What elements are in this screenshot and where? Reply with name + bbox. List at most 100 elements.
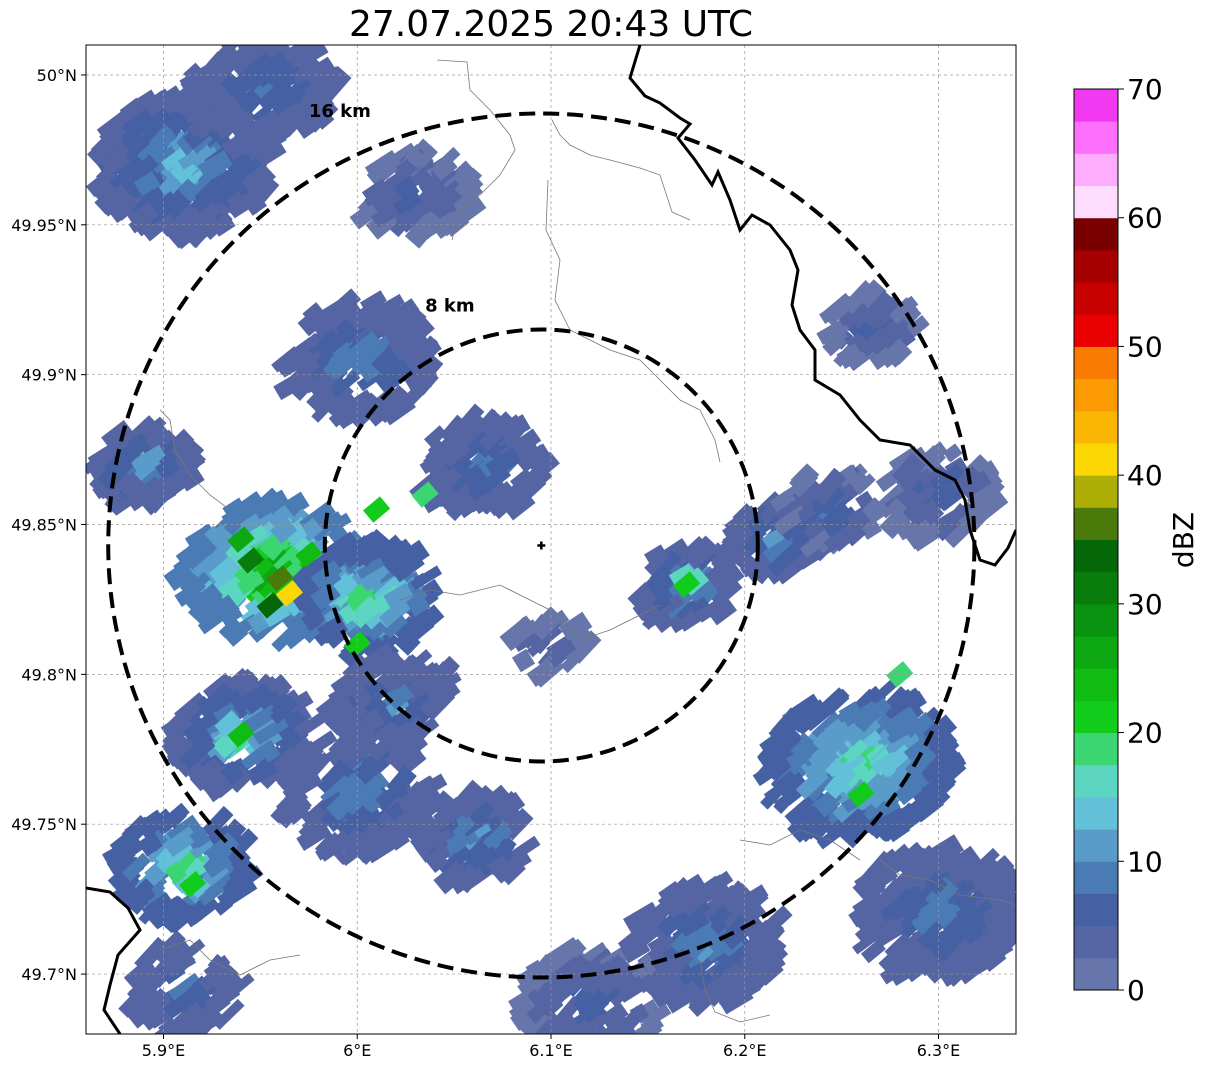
radar-echo-cell bbox=[164, 992, 196, 1020]
range-ring-label: 16 km bbox=[309, 101, 371, 122]
radar-echo-cell bbox=[378, 596, 413, 628]
radar-echo-cell bbox=[201, 805, 234, 839]
radar-echo-cell bbox=[204, 97, 242, 126]
radar-echo-cell bbox=[429, 790, 456, 817]
radar-echo-cell bbox=[823, 524, 855, 553]
radar-echo-cell bbox=[190, 214, 221, 243]
radar-echo-cell bbox=[177, 142, 213, 170]
radar-echo-cell bbox=[385, 720, 418, 752]
radar-echo-cell bbox=[935, 484, 961, 512]
radar-echo-cell bbox=[511, 648, 536, 673]
colorbar-swatch bbox=[1074, 89, 1118, 122]
radar-echo-cell bbox=[842, 522, 867, 547]
radar-echo-cell bbox=[305, 608, 326, 629]
radar-echo-cell bbox=[914, 868, 938, 891]
radar-echo-cell bbox=[810, 467, 847, 506]
radar-echo-cell bbox=[731, 897, 756, 922]
radar-echo-cell bbox=[963, 470, 992, 496]
radar-echo-cell bbox=[825, 327, 848, 348]
radar-echo-cell bbox=[508, 987, 536, 1011]
radar-echo-cell bbox=[884, 933, 912, 960]
radar-echo-cell bbox=[258, 739, 281, 763]
y-tick-label: 49.8°N bbox=[21, 665, 77, 684]
radar-echo-cell bbox=[879, 814, 904, 840]
radar-echo-cell bbox=[786, 551, 812, 575]
radar-echo-cell bbox=[711, 537, 752, 575]
radar-echo-cell bbox=[127, 433, 148, 452]
radar-echo-cell bbox=[568, 621, 589, 641]
radar-echo-cell bbox=[575, 1012, 610, 1034]
colorbar-tick-label: 50 bbox=[1127, 330, 1163, 363]
radar-echo-cell bbox=[293, 45, 329, 70]
radar-echo-cell bbox=[860, 285, 881, 307]
radar-echo-cell bbox=[424, 826, 446, 848]
radar-echo-cell bbox=[298, 817, 322, 840]
radar-echo-cell bbox=[814, 482, 846, 515]
radar-echo-cell bbox=[411, 481, 439, 508]
radar-echo-cell bbox=[354, 204, 378, 224]
radar-echo-cell bbox=[859, 518, 883, 540]
radar-echo-cell bbox=[383, 614, 409, 639]
radar-echo-cell bbox=[198, 965, 226, 992]
radar-echo-cell bbox=[326, 303, 363, 332]
radar-echo-cell bbox=[848, 470, 872, 493]
colorbar-tick-label: 60 bbox=[1127, 202, 1163, 235]
radar-echo-cell bbox=[847, 781, 875, 808]
radar-echo-cell bbox=[905, 745, 937, 779]
radar-echo-cell bbox=[864, 875, 887, 897]
radar-echo-cell bbox=[236, 570, 265, 595]
radar-echo-cell bbox=[179, 573, 206, 600]
radar-echo-cell bbox=[180, 534, 218, 570]
colorbar-swatch bbox=[1074, 314, 1118, 347]
radar-echo-cell bbox=[256, 592, 284, 619]
radar-echo-cell bbox=[763, 780, 790, 803]
radar-echo-cell bbox=[485, 447, 522, 479]
radar-echo-cell bbox=[617, 969, 637, 989]
admin-boundary bbox=[159, 409, 231, 511]
radar-echo-cell bbox=[547, 1014, 581, 1034]
radar-echo-cell bbox=[878, 314, 909, 344]
radar-echo-cell bbox=[649, 594, 685, 624]
radar-echo-cell bbox=[317, 615, 349, 644]
radar-echo-cell bbox=[502, 616, 534, 648]
radar-echo-cell bbox=[593, 967, 623, 997]
radar-echo-cell bbox=[581, 941, 609, 965]
radar-echo-cell bbox=[187, 895, 220, 925]
radar-echo-cell bbox=[178, 453, 206, 477]
radar-echo-cell bbox=[180, 97, 211, 124]
radar-echo-cell bbox=[130, 444, 169, 478]
radar-site-marker bbox=[537, 541, 546, 550]
radar-echo-cell bbox=[761, 528, 785, 549]
radar-echo-cell bbox=[473, 821, 492, 839]
radar-echo-layer bbox=[86, 45, 1016, 1034]
radar-echo-cell bbox=[526, 658, 558, 687]
colorbar-swatch bbox=[1074, 893, 1118, 927]
colorbar-swatch bbox=[1074, 378, 1118, 412]
colorbar-swatch bbox=[1074, 571, 1118, 605]
radar-echo-cell bbox=[167, 699, 202, 733]
radar-echo-cell bbox=[128, 476, 163, 505]
radar-echo-cell bbox=[418, 182, 444, 208]
radar-echo-cell bbox=[251, 45, 286, 56]
radar-echo-cell bbox=[812, 731, 830, 750]
radar-echo-cell bbox=[370, 305, 401, 335]
colorbar-swatch bbox=[1074, 249, 1118, 283]
radar-echo-cell bbox=[647, 574, 672, 599]
radar-echo-cell bbox=[753, 954, 782, 980]
radar-echo-cell bbox=[854, 701, 885, 733]
radar-echo-cell bbox=[224, 71, 254, 101]
radar-echo-cell bbox=[153, 1019, 182, 1034]
radar-echo-cell bbox=[366, 651, 404, 681]
radar-echo-cell bbox=[182, 711, 219, 742]
colorbar-tick-label: 0 bbox=[1127, 974, 1145, 1007]
radar-echo-cell bbox=[966, 474, 1005, 513]
radar-echo-cell bbox=[163, 735, 189, 758]
radar-echo-cell bbox=[214, 710, 243, 738]
map-title: 27.07.2025 20:43 UTC bbox=[348, 4, 754, 45]
radar-echo-cell bbox=[186, 105, 218, 138]
radar-echo-cell bbox=[923, 714, 958, 747]
radar-echo-cell bbox=[262, 58, 294, 86]
boundaries-layer bbox=[86, 45, 1016, 1034]
admin-boundary bbox=[699, 959, 771, 1023]
radar-echo-cell bbox=[620, 975, 645, 997]
